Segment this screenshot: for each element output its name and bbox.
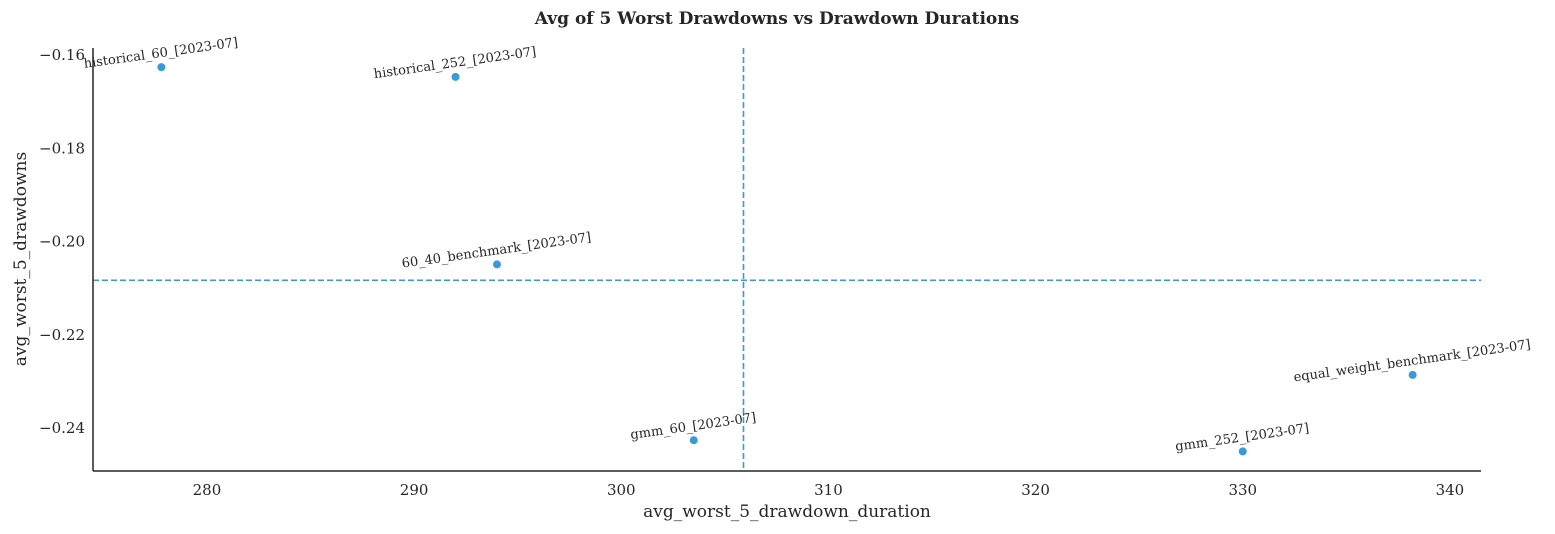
x-tick-label: 280: [193, 481, 222, 499]
x-tick-label: 340: [1436, 481, 1465, 499]
scatter-point: [689, 436, 698, 445]
scatter-point: [451, 72, 460, 81]
scatter-point: [492, 260, 501, 269]
x-tick-label: 330: [1228, 481, 1257, 499]
y-tick-label: −0.22: [39, 326, 85, 344]
axes: [92, 48, 1481, 472]
scatter-point: [1408, 370, 1417, 379]
data-points: [157, 63, 1417, 456]
chart-title: Avg of 5 Worst Drawdowns vs Drawdown Dur…: [534, 9, 1019, 29]
scatter-point: [1238, 447, 1247, 456]
x-tick-label: 290: [400, 481, 429, 499]
y-tick-label: −0.16: [39, 46, 85, 64]
y-tick-label: −0.18: [39, 139, 85, 157]
y-axis-ticks: −0.16 −0.18 −0.20 −0.22 −0.24: [39, 46, 85, 437]
y-tick-label: −0.20: [39, 233, 85, 251]
x-tick-label: 310: [814, 481, 843, 499]
x-axis-title: avg_worst_5_drawdown_duration: [643, 502, 931, 522]
y-tick-label: −0.24: [39, 419, 85, 437]
scatter-point: [157, 63, 166, 72]
x-axis-ticks: 280 290 300 310 320 330 340: [193, 481, 1465, 499]
x-tick-label: 320: [1021, 481, 1050, 499]
y-axis-title: avg_worst_5_drawdowns: [11, 152, 31, 366]
data-point-labels: historical_60_[2023-07] historical_252_[2…: [83, 35, 1532, 454]
x-tick-label: 300: [607, 481, 636, 499]
reference-lines: [93, 48, 1481, 471]
